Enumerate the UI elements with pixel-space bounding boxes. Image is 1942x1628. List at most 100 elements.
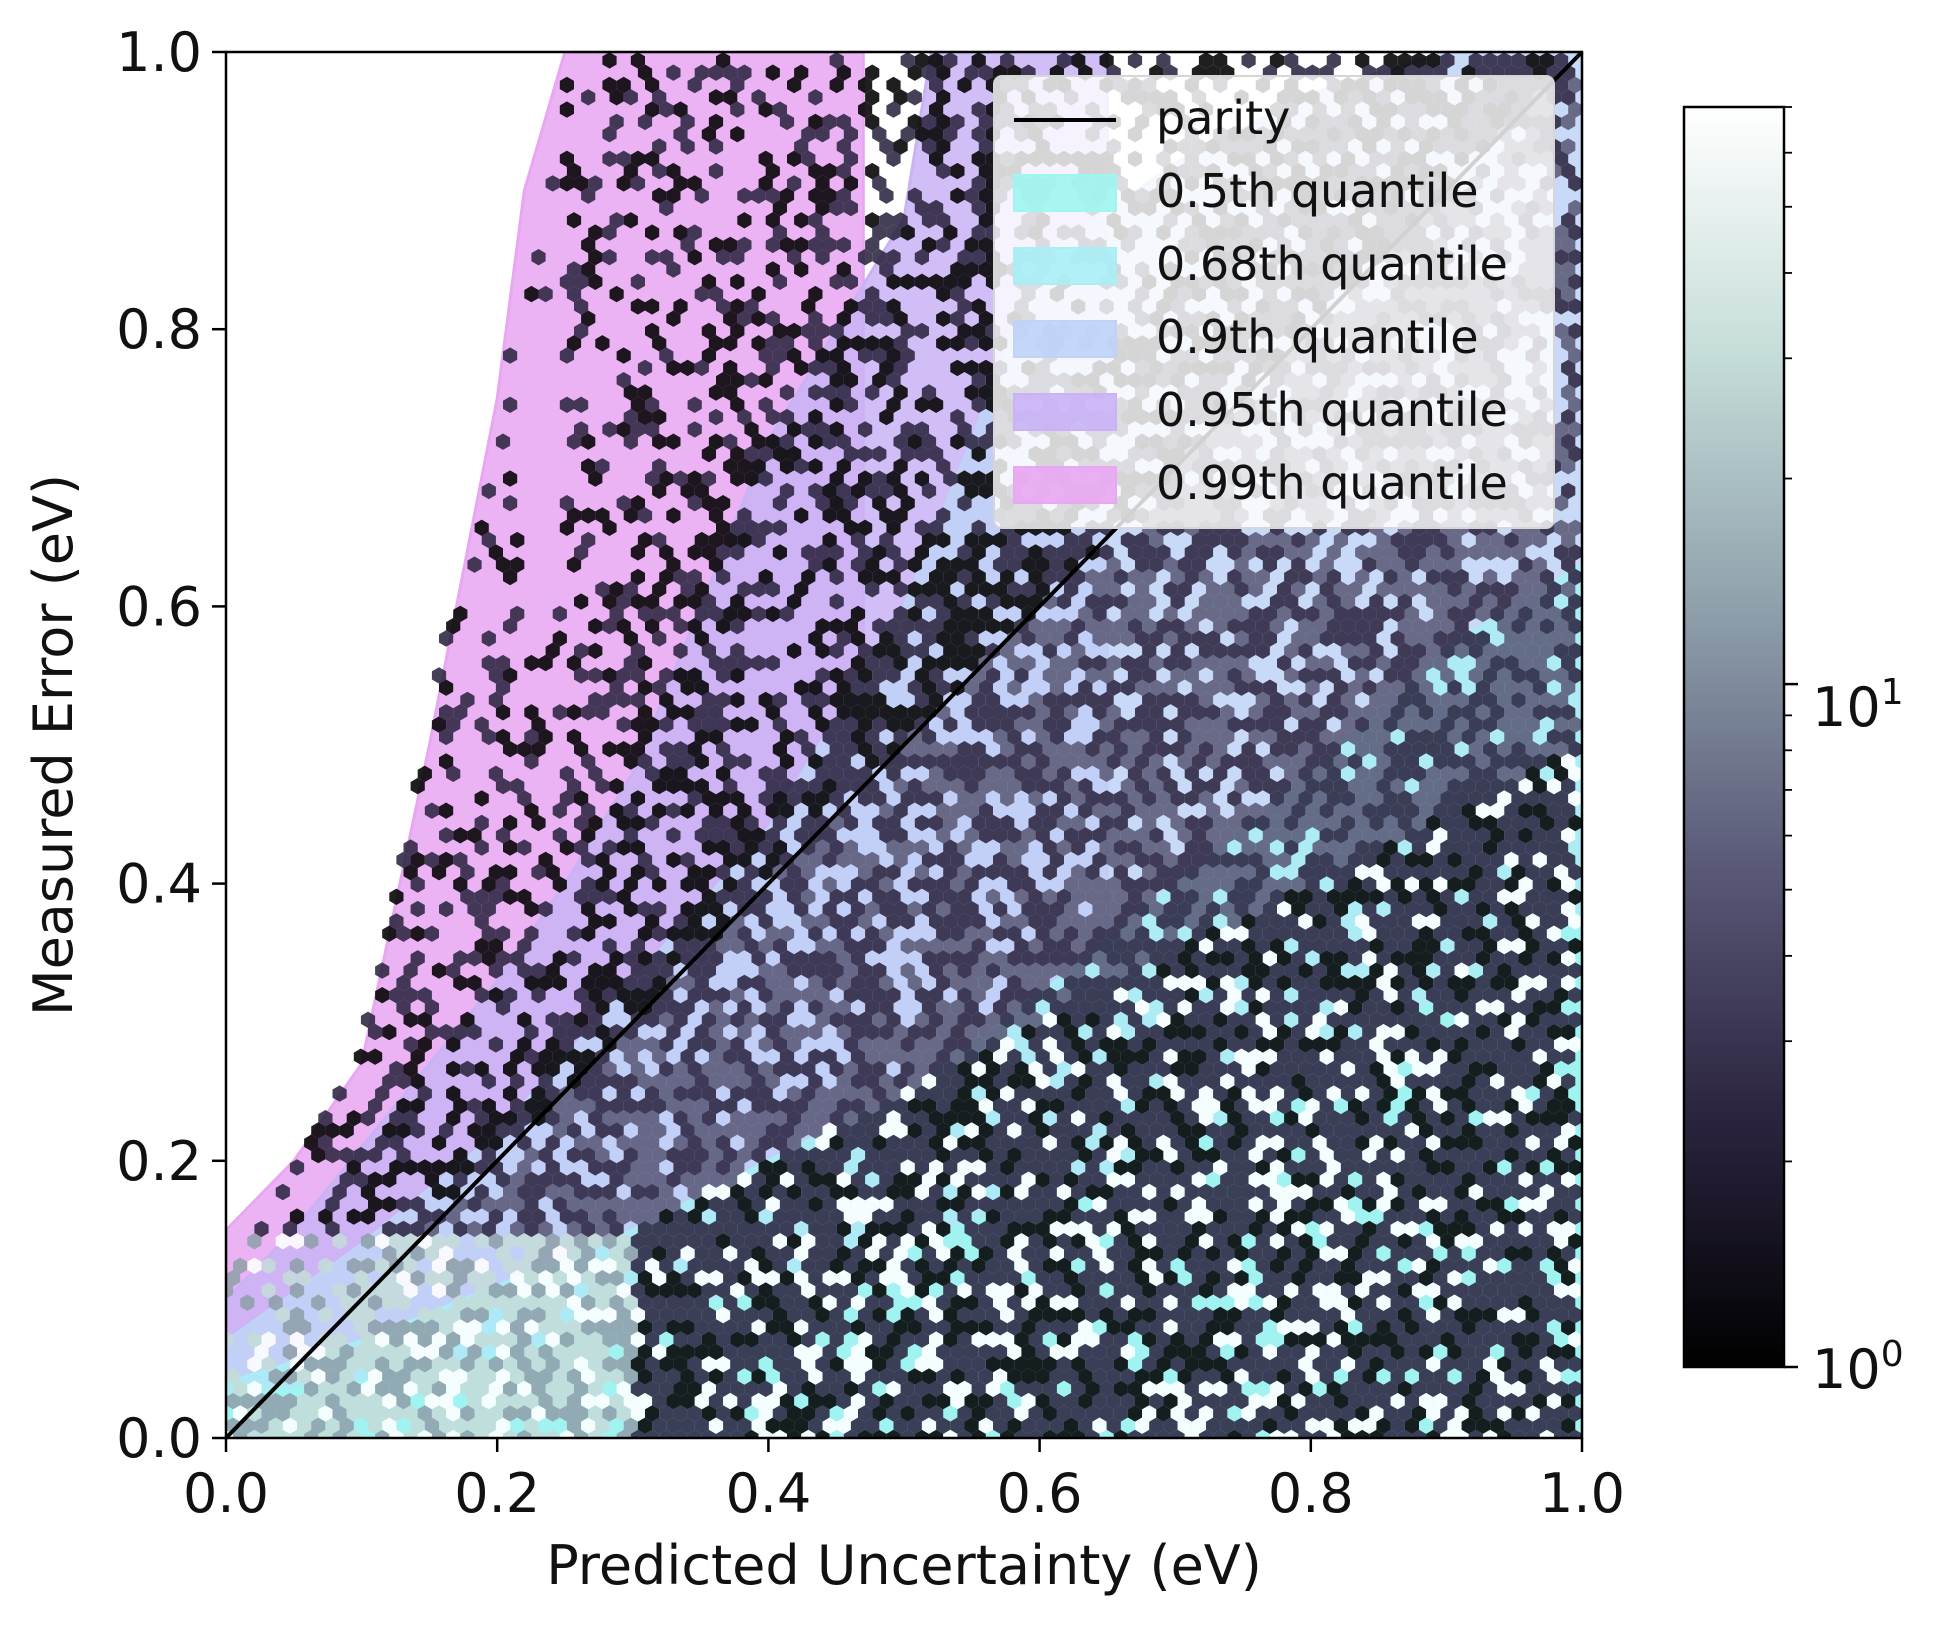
hexbin-cell (1049, 1368, 1064, 1385)
hexbin-cell (382, 1417, 397, 1434)
hexbin-cell (495, 1368, 511, 1385)
hexbin-cell (1468, 1380, 1483, 1397)
hexbin-cell (1376, 1392, 1391, 1410)
hexbin-cell (1198, 1380, 1214, 1397)
hexbin-cell (616, 1405, 631, 1422)
hexbin-cell (1142, 1380, 1157, 1397)
hexbin-cell (843, 1380, 858, 1397)
hexbin-cell (332, 1405, 347, 1422)
hexbin-cell (943, 1356, 958, 1373)
hexbin-cell (1028, 1356, 1043, 1373)
hexbin-cell (1227, 1380, 1242, 1397)
hexbin-cell (339, 1368, 354, 1385)
hexbin-cell (758, 1380, 773, 1397)
hexbin-cell (1319, 1417, 1334, 1434)
hexbin-cell (1007, 1417, 1022, 1434)
hexbin-cell (474, 1356, 489, 1373)
hexbin-cell (254, 1417, 269, 1434)
hexbin-cell (1177, 1392, 1192, 1410)
hexbin-cell (1277, 1368, 1292, 1385)
hexbin-cell (403, 1380, 418, 1397)
hexbin-cell (460, 1405, 475, 1422)
hexbin-cell (538, 1392, 553, 1410)
hexbin-cell (971, 1405, 986, 1422)
hexbin-cell (552, 1392, 567, 1410)
hexbin-cell (1348, 1392, 1363, 1410)
hexbin-cell (304, 1405, 319, 1422)
hexbin-cell (339, 1417, 354, 1434)
hexbin-cell (1000, 1405, 1015, 1422)
hexbin-cell (1497, 1380, 1512, 1397)
hexbin-cell (850, 1417, 866, 1434)
hexbin-cell (545, 1380, 560, 1397)
hexbin-cell (1362, 1368, 1377, 1385)
hexbin-cell (936, 1368, 951, 1385)
hexbin-cell (1028, 1405, 1043, 1422)
hexbin-cell (417, 1405, 432, 1422)
hexbin-cell (1206, 1417, 1221, 1434)
hexbin-cell (318, 1356, 333, 1373)
hexbin-cell (1305, 1392, 1320, 1410)
hexbin-cell (1262, 1392, 1277, 1410)
hexbin-cell (645, 1405, 660, 1422)
hexbin-cell (616, 1380, 631, 1397)
hexbin-cell (517, 1405, 532, 1422)
hexbin-cell (1461, 1392, 1476, 1410)
hexbin-cell (765, 1417, 780, 1434)
hexbin-cell (737, 1417, 752, 1434)
hexbin-cell (304, 1380, 319, 1397)
hexbin-cell (822, 1417, 837, 1434)
hexbin-cell (1248, 1417, 1263, 1434)
hexbin-cell (545, 1356, 560, 1373)
hexbin-cell (985, 1356, 1001, 1373)
hexbin-cell (439, 1368, 454, 1385)
hexbin-cell (1206, 1368, 1221, 1385)
hexbin-cell (843, 1356, 858, 1373)
hexbin-cell (1213, 1380, 1228, 1397)
hexbin-cell (673, 1356, 688, 1373)
hexbin-cell (495, 1392, 511, 1410)
hexbin-cell (865, 1417, 880, 1434)
hexbin-cell (1340, 1405, 1356, 1422)
hexbin-cell (1064, 1392, 1079, 1410)
hexbin-cell (382, 1368, 397, 1385)
hexbin-cell (1184, 1380, 1199, 1397)
hexbin-cell (1475, 1417, 1490, 1434)
hexbin-cell (1525, 1405, 1540, 1422)
hexbin-cell (375, 1380, 390, 1397)
hexbin-cell (488, 1380, 503, 1397)
hexbin-cell (808, 1368, 823, 1385)
hexbin-cell (574, 1405, 589, 1422)
hexbin-cell (332, 1356, 347, 1373)
hexbin-cell (1120, 1368, 1135, 1385)
hexbin-cell (588, 1405, 603, 1422)
hexbin-cell (360, 1405, 376, 1422)
hexbin-cell (1468, 1405, 1483, 1422)
hexbin-cell (630, 1380, 645, 1397)
hexbin-cell (566, 1417, 582, 1434)
hexbin-cell (510, 1368, 525, 1385)
hexbin-cell (1447, 1417, 1462, 1434)
hexbin-cell (1248, 1368, 1263, 1385)
hexbin-cell (1397, 1405, 1412, 1422)
hexbin-cell (836, 1368, 851, 1385)
hexbin-cell (836, 1392, 851, 1410)
hexbin-cell (1539, 1405, 1554, 1422)
hexbin-cell (1546, 1417, 1562, 1434)
hexbin-cell (1362, 1417, 1377, 1434)
hexbin-cell (1142, 1405, 1157, 1422)
hexbin-cell (1326, 1405, 1341, 1422)
hexbin-cell (900, 1380, 915, 1397)
hexbin-cell (829, 1380, 844, 1397)
hexbin-cell (1312, 1405, 1327, 1422)
hexbin-cell (1149, 1368, 1164, 1385)
hexbin-cell (609, 1392, 624, 1410)
hexbin-cell (751, 1392, 766, 1410)
hexbin-cell (602, 1356, 617, 1373)
hexbin-cell (1255, 1405, 1270, 1422)
hexbin-cell (1525, 1380, 1540, 1397)
hexbin-cell (588, 1356, 603, 1373)
hexbin-cell (659, 1356, 674, 1373)
hexbin-cell (1419, 1368, 1434, 1385)
hexbin-cell (453, 1368, 468, 1385)
